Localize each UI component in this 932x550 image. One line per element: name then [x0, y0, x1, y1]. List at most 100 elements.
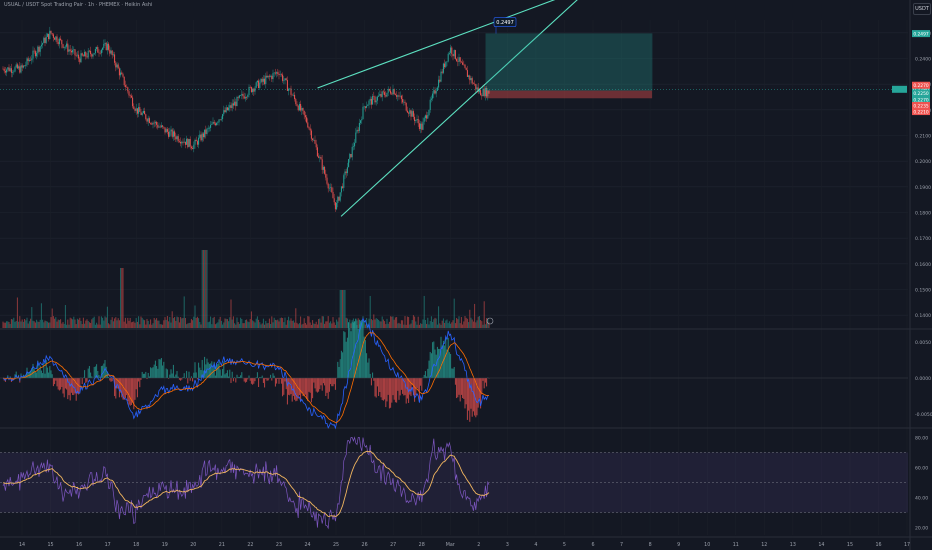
volume-bar — [357, 318, 359, 328]
macd-hist-bar — [380, 378, 382, 398]
volume-bar — [232, 316, 234, 328]
candle-body — [292, 94, 294, 96]
macd-hist-bar — [201, 359, 203, 378]
candle-body — [334, 202, 336, 210]
candle-body — [142, 110, 144, 113]
macd-hist-bar — [379, 378, 381, 393]
macd-hist-bar — [416, 378, 418, 389]
volume-bar — [418, 324, 420, 328]
macd-hist-bar — [453, 367, 455, 378]
macd-hist-bar — [442, 340, 444, 378]
macd-hist-bar — [178, 378, 180, 380]
volume-bar — [403, 324, 405, 328]
macd-hist-bar — [278, 378, 280, 384]
macd-hist-bar — [117, 378, 119, 389]
volume-bar — [264, 324, 266, 328]
macd-hist-bar — [436, 346, 438, 378]
volume-bar — [50, 317, 52, 328]
candle-body — [247, 95, 249, 98]
macd-hist-bar — [160, 358, 162, 378]
volume-bar — [220, 320, 222, 328]
volume-bar — [154, 319, 156, 328]
volume-bar — [393, 319, 395, 328]
volume-bar — [457, 319, 459, 328]
time-tick-label: 14 — [818, 542, 824, 548]
volume-bar — [372, 320, 374, 328]
macd-hist-bar — [259, 377, 261, 378]
candle-body — [475, 83, 477, 90]
volume-bar — [242, 323, 244, 328]
candle-body — [130, 95, 132, 98]
candle-body — [32, 50, 34, 59]
candle-body — [337, 196, 339, 203]
volume-bar — [484, 324, 486, 328]
volume-bar — [402, 320, 404, 328]
macd-hist-bar — [249, 378, 251, 381]
macd-hist-bar — [102, 365, 104, 378]
macd-hist-bar — [270, 374, 272, 378]
candle-body — [158, 126, 160, 128]
volume-bar — [260, 324, 262, 328]
volume-bar — [146, 318, 148, 328]
macd-hist-bar — [63, 378, 65, 398]
volume-bar — [424, 319, 426, 328]
candle-body — [476, 87, 478, 90]
candle-body — [398, 95, 400, 97]
candle-body — [428, 109, 430, 115]
macd-hist-bar — [362, 321, 364, 378]
candle-body — [224, 110, 226, 113]
volume-bar — [388, 321, 390, 328]
volume-bar — [58, 320, 60, 328]
candle-body — [336, 202, 338, 210]
volume-bar — [267, 323, 269, 328]
candle-body — [189, 138, 191, 147]
volume-bar — [483, 301, 485, 328]
volume-bar — [15, 320, 17, 328]
volume-bar — [244, 320, 246, 328]
macd-hist-bar — [50, 370, 52, 378]
candle-body — [442, 63, 444, 73]
candle-body — [260, 78, 262, 83]
candle-body — [262, 78, 264, 82]
axis-badge-label: 0.2210 — [913, 109, 929, 115]
candle-body — [226, 107, 228, 111]
volume-bar — [386, 318, 388, 328]
currency-badge[interactable]: USDT — [913, 3, 931, 15]
volume-bar — [120, 268, 122, 328]
volume-bar — [44, 320, 46, 328]
macd-hist-bar — [422, 377, 424, 378]
macd-hist-bar — [282, 378, 284, 397]
macd-hist-bar — [434, 349, 436, 378]
volume-bar — [374, 319, 376, 328]
candle-body — [56, 36, 58, 43]
candle-body — [136, 108, 138, 114]
macd-hist-bar — [91, 376, 93, 378]
volume-bar — [274, 319, 276, 328]
candle-body — [90, 50, 92, 55]
candle-body — [430, 98, 432, 100]
macd-hist-bar — [392, 378, 394, 396]
macd-hist-bar — [170, 369, 172, 378]
time-tick-label: 15 — [847, 542, 853, 548]
volume-bar — [303, 318, 305, 328]
candle-body — [438, 79, 440, 88]
macd-hist-bar — [466, 378, 468, 420]
candle-body — [448, 52, 450, 54]
axis-price-marker — [912, 85, 930, 93]
volume-bar — [343, 290, 345, 328]
volume-bar — [240, 317, 242, 328]
macd-hist-bar — [141, 371, 143, 378]
volume-bar — [210, 316, 212, 328]
volume-bar — [261, 323, 263, 328]
macd-hist-bar — [152, 367, 154, 378]
volume-bar — [153, 317, 155, 328]
macd-hist-bar — [225, 373, 227, 378]
candle-body — [213, 121, 215, 124]
volume-bar — [408, 317, 410, 328]
volume-bar — [133, 321, 135, 328]
volume-bar — [7, 321, 9, 328]
volume-bar — [460, 317, 462, 328]
candle-body — [282, 74, 284, 81]
macd-hist-bar — [271, 378, 273, 381]
